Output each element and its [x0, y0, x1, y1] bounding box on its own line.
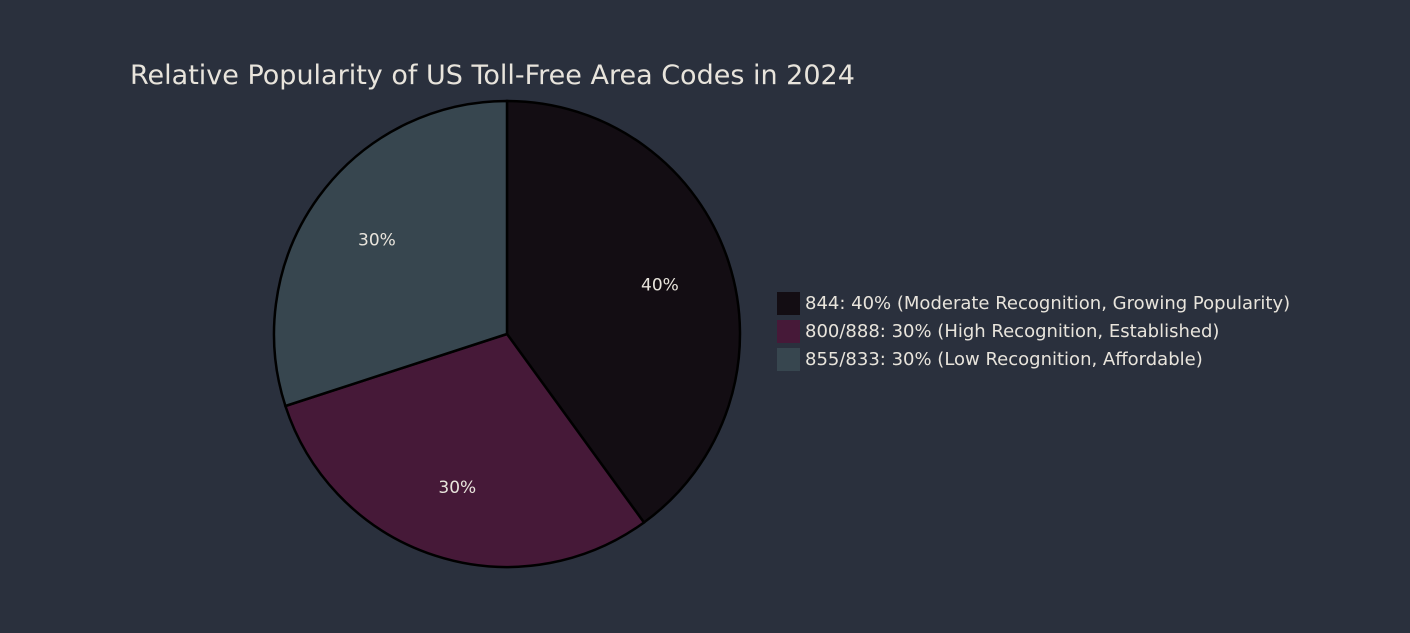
- legend-item-2: 855/833: 30% (Low Recognition, Affordabl…: [777, 348, 1203, 371]
- legend-label-2: 855/833: 30% (Low Recognition, Affordabl…: [805, 349, 1203, 370]
- slice-label-2: 30%: [358, 231, 396, 251]
- legend-swatch-0: [777, 292, 800, 315]
- pie-slice-1: [283, 332, 646, 569]
- pie-slice-labels: 40% 30% 30%: [358, 231, 679, 498]
- slice-label-0: 40%: [641, 275, 679, 295]
- pie-slice-2: [272, 99, 509, 408]
- legend-label-0: 844: 40% (Moderate Recognition, Growing …: [805, 293, 1290, 314]
- legend-label-1: 800/888: 30% (High Recognition, Establis…: [805, 321, 1219, 342]
- legend-swatch-1: [777, 320, 800, 343]
- legend-item-1: 800/888: 30% (High Recognition, Establis…: [777, 320, 1219, 343]
- slice-label-1: 30%: [438, 478, 476, 498]
- legend-swatch-2: [777, 348, 800, 371]
- legend-item-0: 844: 40% (Moderate Recognition, Growing …: [777, 292, 1290, 315]
- chart-title: Relative Popularity of US Toll-Free Area…: [130, 60, 855, 91]
- pie-slice-0: [505, 99, 742, 525]
- legend: 844: 40% (Moderate Recognition, Growing …: [777, 292, 1290, 371]
- pie-slices: [272, 99, 742, 569]
